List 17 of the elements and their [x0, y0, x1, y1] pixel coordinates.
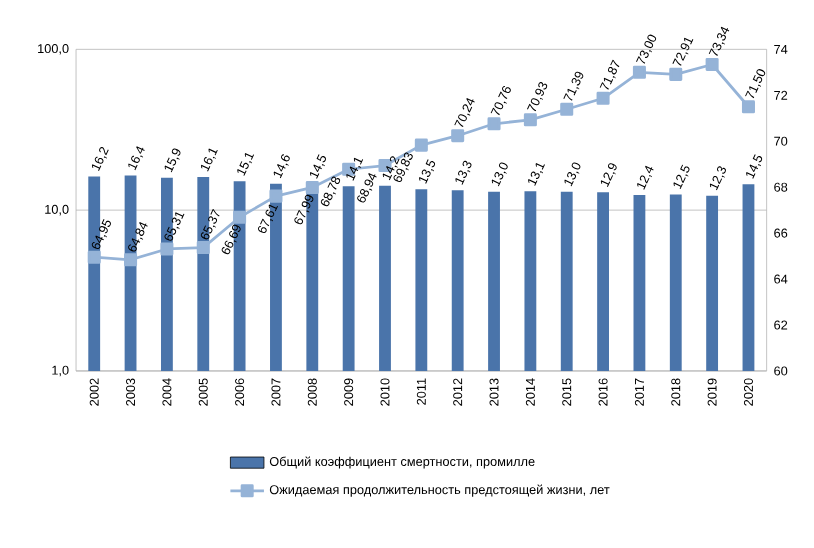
point: [596, 91, 610, 105]
point: [196, 240, 210, 254]
point: [487, 117, 501, 131]
point: [632, 65, 646, 79]
point: [160, 242, 174, 256]
point: [305, 180, 319, 194]
point: [233, 210, 247, 224]
point: [741, 100, 755, 114]
point: [124, 253, 138, 267]
point: [523, 113, 537, 127]
point: [414, 138, 428, 152]
point: [87, 250, 101, 264]
point: [560, 102, 574, 116]
point: [705, 57, 719, 71]
point: [669, 67, 683, 81]
point: [451, 128, 465, 142]
point: [269, 189, 283, 203]
